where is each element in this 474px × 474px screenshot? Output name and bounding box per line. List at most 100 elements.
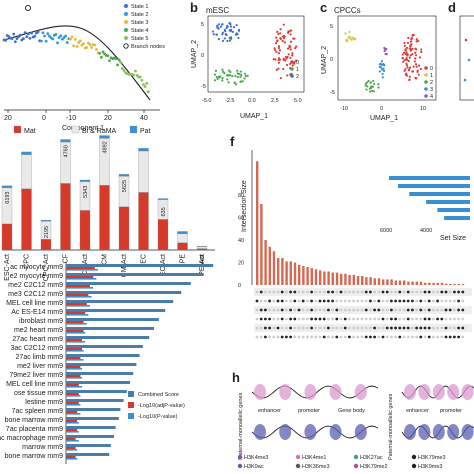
matrix-dot (327, 299, 330, 303)
matrix-dot (331, 335, 334, 339)
combined-score-bar (66, 417, 119, 420)
set-size-label: Set Size (440, 235, 466, 242)
matrix-dot (411, 335, 414, 339)
panel-b: b mESC 012 -5.0 -2.5 0.0 2.5 5.0 50-5 UMAP_1… (190, 0, 305, 120)
umap-point (246, 74, 249, 77)
adjp-bar (66, 321, 84, 323)
matrix-dot (264, 308, 267, 312)
matrix-dot (377, 308, 381, 312)
trajectory-point (106, 54, 110, 58)
bar-segment (1, 185, 13, 189)
matrix-dot (427, 299, 431, 303)
adjp-bar (66, 330, 84, 332)
tick-label: 5 (330, 24, 333, 30)
matrix-dot (436, 317, 439, 321)
trajectory-point (13, 40, 17, 44)
matrix-dot (306, 299, 309, 303)
bar-segment (79, 210, 91, 251)
matrix-dot (415, 335, 418, 339)
umap-point (223, 28, 226, 31)
category-label: ESC-Act (4, 254, 11, 281)
term-label: MEL cell line mm9 (6, 300, 63, 307)
tick-label: 6000 (380, 228, 392, 234)
matrix-dot (390, 308, 393, 312)
pvalue-bar (66, 350, 84, 352)
matrix-dot (352, 299, 355, 303)
umap-point (273, 47, 276, 50)
region-label: enhancer (258, 408, 281, 414)
set-size-bar (389, 176, 470, 180)
nucleosome (432, 384, 445, 400)
intersection-bar (407, 281, 410, 285)
umap-point (231, 75, 234, 78)
bar-segment (1, 223, 13, 251)
adjp-bar (66, 411, 78, 413)
matrix-dot (318, 335, 322, 339)
adjp-bar (66, 276, 94, 278)
trajectory-point (43, 34, 46, 38)
trajectory-point (39, 39, 43, 43)
matrix-dot (297, 290, 301, 294)
intersection-bar (403, 280, 406, 285)
matrix-dot (444, 299, 448, 303)
umap-point (295, 45, 298, 48)
umap-point (415, 65, 418, 68)
term-label: me2 heart mm9 (14, 327, 63, 334)
umap-point (372, 90, 375, 93)
trajectory-point (78, 39, 82, 43)
matrix-dot (318, 299, 322, 303)
umap-point (282, 57, 285, 60)
matrix-dot (360, 326, 364, 330)
matrix-dot (276, 290, 280, 294)
histone-marker (411, 463, 417, 469)
legend-swatch (13, 125, 22, 134)
bar-segment (177, 242, 188, 251)
matrix-dot (377, 326, 381, 330)
intersection-bar (293, 262, 297, 285)
combined-score-bar (66, 381, 130, 384)
trajectory-point (23, 31, 27, 35)
matrix-dot (339, 326, 343, 330)
matrix-dot (364, 290, 368, 294)
umap-point (244, 72, 247, 75)
umap-point (239, 80, 242, 83)
matrix-dot (293, 335, 297, 339)
matrix-dot (322, 299, 326, 303)
umap-point (404, 73, 407, 76)
umap-point (243, 77, 246, 80)
umap-point (222, 70, 225, 74)
combined-score-bar (66, 354, 140, 357)
histone-marker (353, 454, 359, 460)
matrix-dot (432, 308, 435, 312)
legend-swatch (129, 125, 138, 134)
trajectory-point (116, 63, 119, 67)
umap-point (409, 40, 413, 43)
matrix-dot (381, 308, 385, 312)
umap-point (353, 38, 356, 41)
legend-label: 2 (296, 74, 299, 80)
matrix-dot (322, 308, 326, 312)
tick-label: 20 (4, 115, 12, 122)
matrix-dot (432, 335, 435, 339)
legend-swatch (71, 125, 80, 134)
adjp-bar (66, 366, 81, 368)
matrix-dot (327, 335, 330, 339)
matrix-dot (377, 290, 381, 294)
axis-ticks-x-c: -10 0 10 (340, 106, 426, 112)
region-label: promoter (298, 408, 320, 414)
trajectory-point (41, 31, 45, 35)
trajectory-point (44, 39, 48, 43)
matrix-dot (432, 326, 435, 330)
legend-marker (424, 94, 428, 98)
matrix-dot (373, 308, 376, 312)
matrix-dot (369, 308, 372, 312)
nucleosome (304, 424, 317, 440)
matrix-dot (423, 308, 427, 312)
adjp-bar (66, 456, 76, 458)
trajectory-point (140, 78, 144, 82)
matrix-dot (348, 299, 351, 303)
matrix-dot (394, 335, 397, 339)
matrix-dot (394, 326, 397, 330)
umap-point (278, 49, 282, 52)
matrix-dot (448, 308, 452, 312)
